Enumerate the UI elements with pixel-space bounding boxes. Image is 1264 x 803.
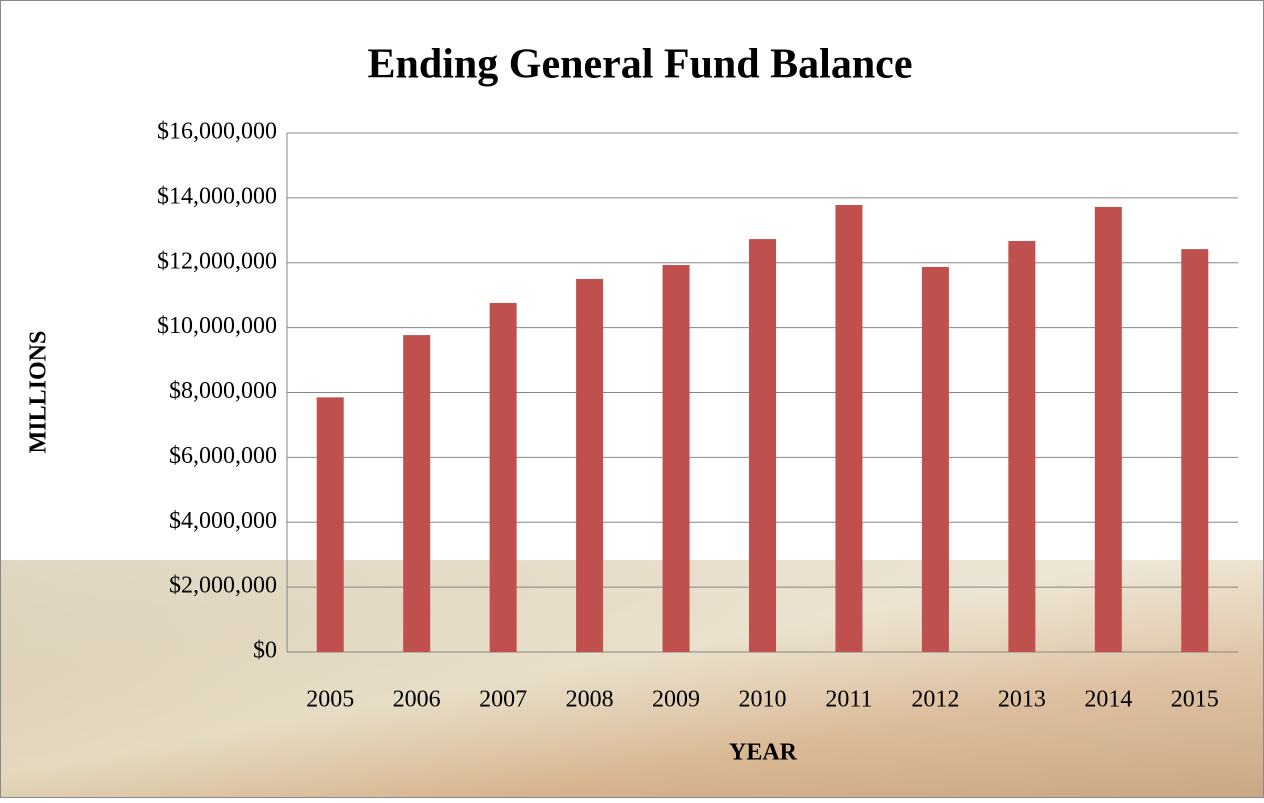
bar (576, 279, 603, 652)
page: {"chart_data": {"type": "bar", "title": … (0, 0, 1264, 798)
x-tick-label: 2008 (566, 687, 614, 713)
y-axis-label: MILLIONS (26, 331, 52, 454)
chart-title: Ending General Fund Balance (368, 42, 913, 88)
x-tick-label: 2012 (911, 687, 959, 713)
x-tick-label: 2014 (1084, 687, 1132, 713)
bar (749, 239, 776, 652)
y-tick-label: $6,000,000 (169, 443, 277, 469)
x-tick-label: 2015 (1171, 687, 1219, 713)
x-tick-label: 2011 (825, 687, 872, 713)
bar (1181, 249, 1208, 652)
bar (1008, 241, 1035, 652)
bar (403, 335, 430, 652)
bar (663, 265, 690, 652)
y-tick-label: $12,000,000 (157, 248, 277, 274)
x-tick-label: 2006 (393, 687, 441, 713)
bar (1095, 207, 1122, 652)
x-tick-label: 2005 (306, 687, 354, 713)
x-tick-label: 2007 (479, 687, 527, 713)
y-tick-label: $8,000,000 (169, 378, 277, 404)
bar (835, 205, 862, 652)
chart: Ending General Fund Balance MILLIONS YEA… (0, 0, 1264, 798)
x-tick-label: 2009 (652, 687, 700, 713)
y-tick-label: $10,000,000 (157, 313, 277, 339)
bar (317, 397, 344, 652)
y-tick-label: $2,000,000 (169, 573, 277, 599)
x-axis-label: YEAR (729, 740, 798, 766)
x-tick-label: 2013 (998, 687, 1046, 713)
bar (490, 303, 517, 652)
y-tick-label: $14,000,000 (157, 183, 277, 209)
bar (922, 267, 949, 652)
x-tick-label: 2010 (739, 687, 787, 713)
y-tick-label: $16,000,000 (157, 119, 277, 145)
y-tick-label: $4,000,000 (169, 508, 277, 534)
y-tick-label: $0 (253, 638, 277, 664)
